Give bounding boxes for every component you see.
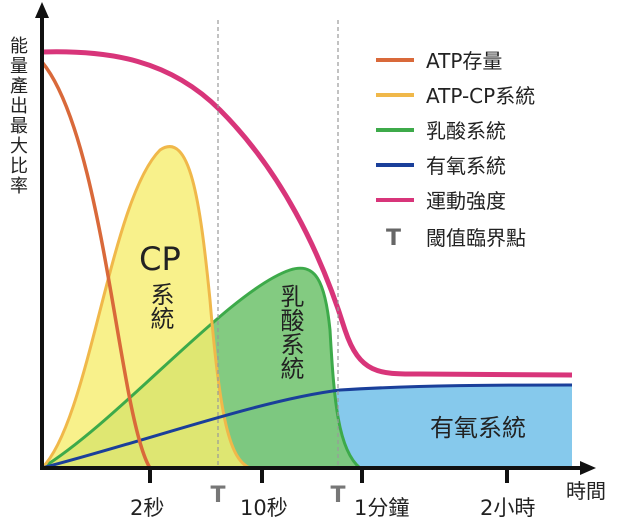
threshold-marker: T — [210, 483, 225, 508]
intensity-line — [41, 49, 573, 378]
threshold-marker: T — [330, 483, 345, 508]
cp-area — [42, 146, 250, 469]
aerobic-line — [41, 383, 573, 470]
legend-label: 運動強度 — [426, 189, 506, 213]
cp-line — [40, 145, 251, 470]
legend-threshold-icon: T — [386, 226, 401, 251]
legend-label: 閾值臨界點 — [426, 226, 526, 250]
legend-label: 有氧系統 — [426, 154, 506, 178]
x-axis-label: 時間 — [566, 479, 606, 503]
x-tick-label-2h: 2小時 — [480, 496, 535, 520]
x-tick-label-10s: 10秒 — [240, 496, 288, 520]
lactic-line — [41, 266, 361, 470]
x-tick-label-1min: 1分鐘 — [354, 496, 409, 520]
atp-line — [40, 60, 152, 469]
aerobic-label: 有氧系統 — [430, 414, 526, 442]
lactic-label: 乳酸系統 — [276, 284, 304, 380]
y-axis-arrow — [35, 2, 49, 18]
legend-label: ATP-CP系統 — [426, 84, 535, 108]
legend-label: ATP存量 — [426, 49, 502, 73]
cp-system-label: 系統 — [146, 282, 174, 330]
cp-label: CP — [139, 240, 181, 278]
legend-label: 乳酸系統 — [426, 119, 506, 143]
x-axis-arrow — [580, 461, 596, 475]
x-tick-label-2s: 2秒 — [130, 496, 164, 520]
y-axis-label: 能量產出最大比率 — [7, 36, 28, 196]
